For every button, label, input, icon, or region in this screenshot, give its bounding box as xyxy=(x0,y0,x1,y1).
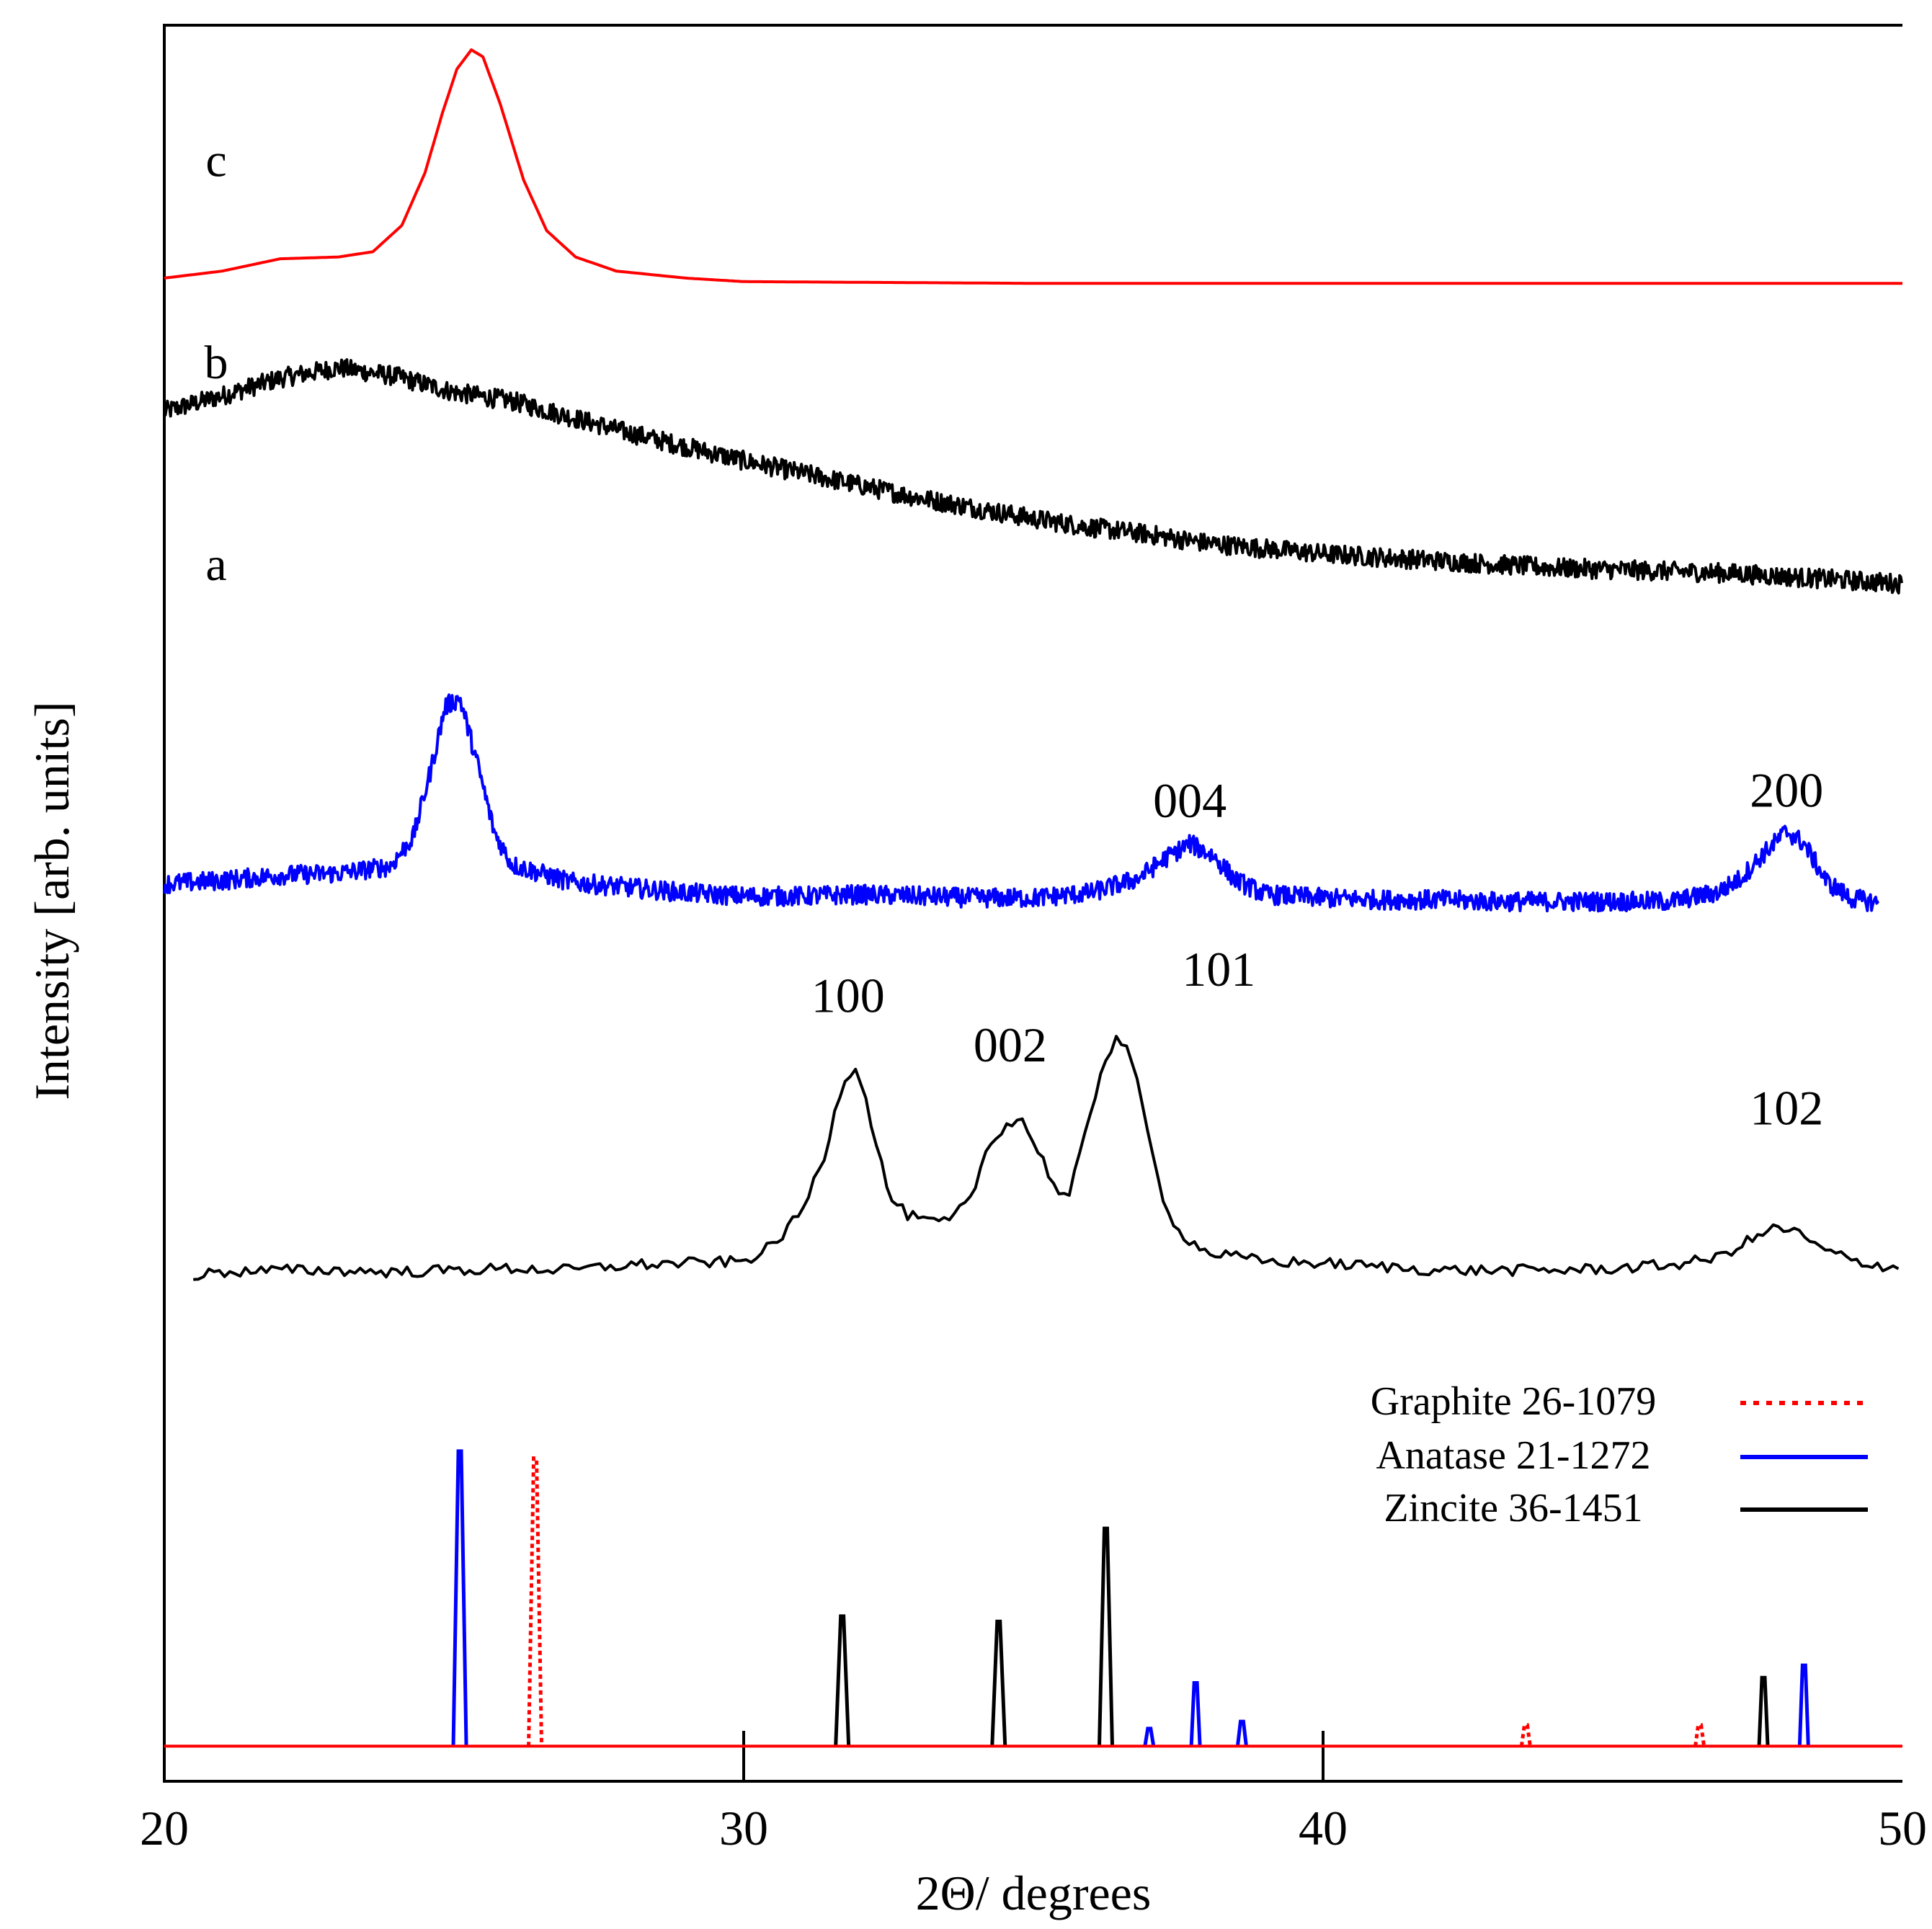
peak-label: 004 xyxy=(1153,773,1227,828)
legend-label: Anatase 21-1272 xyxy=(1376,1433,1650,1478)
peak-label: 100 xyxy=(811,968,885,1023)
reference-peak-1-2 xyxy=(1189,1681,1202,1747)
curve-d xyxy=(164,48,1902,285)
reference-peak-0-0 xyxy=(527,1456,544,1747)
curve-letter-c: c xyxy=(205,135,226,187)
x-tick-label: 30 xyxy=(719,1801,768,1856)
x-tick-label: 50 xyxy=(1878,1801,1927,1856)
curve-c xyxy=(163,358,1903,594)
peak-labels: 002004200100002101102 xyxy=(811,763,1823,1136)
plot-area xyxy=(163,24,1902,1783)
reference-peak-2-2 xyxy=(1098,1526,1114,1747)
reference-peak-2-0 xyxy=(834,1614,851,1747)
legend: Graphite 26-1079 Anatase 21-1272 Zincite 3… xyxy=(1371,1379,1868,1531)
curve-letter-a: a xyxy=(205,538,226,591)
legend-label: Zincite 36-1451 xyxy=(1384,1486,1642,1531)
reference-patterns xyxy=(164,1449,1902,1748)
y-axis-title: Intensity [arb. units] xyxy=(25,701,79,1100)
peak-label: 102 xyxy=(1750,1081,1823,1136)
curve-b xyxy=(163,693,1879,913)
reference-peak-1-1 xyxy=(1143,1727,1156,1747)
peak-label: 002 xyxy=(974,1017,1047,1072)
reference-peak-2-1 xyxy=(990,1619,1007,1747)
reference-peak-0-2 xyxy=(1693,1723,1706,1747)
x-tick-label: 40 xyxy=(1299,1801,1348,1856)
x-axis-ticks: 20 30 40 50 xyxy=(140,1731,1927,1856)
peak-label: 101 xyxy=(1182,942,1255,997)
reference-peak-1-3 xyxy=(1235,1719,1248,1747)
curve-letter-b: b xyxy=(205,337,228,389)
reference-peak-2-3 xyxy=(1757,1675,1770,1747)
legend-label: Graphite 26-1079 xyxy=(1371,1379,1657,1424)
reference-peak-1-4 xyxy=(1797,1663,1810,1747)
reference-peak-0-1 xyxy=(1519,1723,1532,1747)
axis-frame xyxy=(163,24,1902,1783)
reference-peak-1-0 xyxy=(451,1449,468,1747)
curve-a xyxy=(193,1035,1900,1281)
xrd-curves: dcba xyxy=(163,48,1903,1281)
peak-label: 200 xyxy=(1750,763,1823,818)
x-axis-title: 2Θ/ degrees xyxy=(916,1866,1152,1920)
x-tick-label: 20 xyxy=(140,1801,189,1856)
